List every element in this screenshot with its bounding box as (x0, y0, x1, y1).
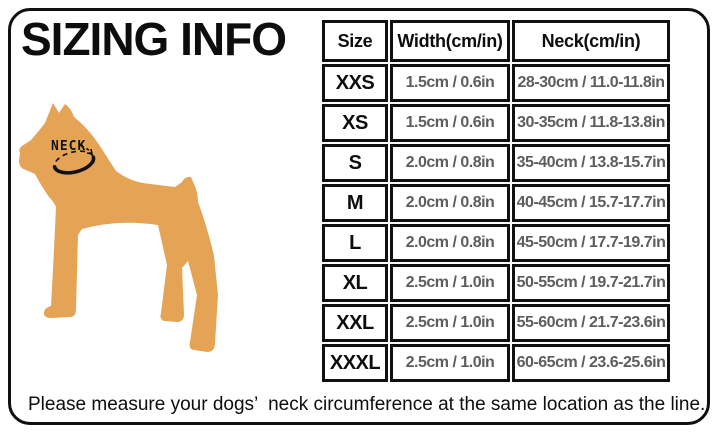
neck-cell: 28-30cm / 11.0-11.8in (512, 64, 670, 102)
width-cell: 2.0cm / 0.8in (390, 184, 510, 222)
table-row: XXL 2.5cm / 1.0in 55-60cm / 21.7-23.6in (322, 304, 670, 342)
size-cell: S (322, 144, 388, 182)
table-row: XXXL 2.5cm / 1.0in 60-65cm / 23.6-25.6in (322, 344, 670, 382)
page-title: SIZING INFO (21, 13, 287, 65)
table-row: M 2.0cm / 0.8in 40-45cm / 15.7-17.7in (322, 184, 670, 222)
neck-arrowhead-icon (86, 148, 94, 156)
sizing-table: Size Width(cm/in) Neck(cm/in) XXS 1.5cm … (320, 18, 672, 384)
dog-body-shape (19, 103, 218, 352)
width-cell: 2.5cm / 1.0in (390, 264, 510, 302)
size-cell: L (322, 224, 388, 262)
header-neck: Neck(cm/in) (512, 20, 670, 62)
neck-cell: 60-65cm / 23.6-25.6in (512, 344, 670, 382)
header-size: Size (322, 20, 388, 62)
width-cell: 2.5cm / 1.0in (390, 344, 510, 382)
neck-collar-line (52, 150, 96, 175)
width-cell: 2.0cm / 0.8in (390, 224, 510, 262)
table-header-row: Size Width(cm/in) Neck(cm/in) (322, 20, 670, 62)
width-cell: 2.0cm / 0.8in (390, 144, 510, 182)
neck-label: NECK (51, 139, 86, 154)
neck-cell: 35-40cm / 13.8-15.7in (512, 144, 670, 182)
neck-cell: 45-50cm / 17.7-19.7in (512, 224, 670, 262)
size-cell: XL (322, 264, 388, 302)
size-cell: M (322, 184, 388, 222)
dog-silhouette-svg: NECK (19, 103, 218, 352)
header-width: Width(cm/in) (390, 20, 510, 62)
outer-rounded-border (8, 8, 710, 425)
neck-cell: 55-60cm / 21.7-23.6in (512, 304, 670, 342)
width-cell: 1.5cm / 0.6in (390, 104, 510, 142)
neck-cell: 30-35cm / 11.8-13.8in (512, 104, 670, 142)
size-cell: XXXL (322, 344, 388, 382)
table-row: L 2.0cm / 0.8in 45-50cm / 17.7-19.7in (322, 224, 670, 262)
table-row: XL 2.5cm / 1.0in 50-55cm / 19.7-21.7in (322, 264, 670, 302)
neck-cell: 40-45cm / 15.7-17.7in (512, 184, 670, 222)
size-cell: XS (322, 104, 388, 142)
size-cell: XXS (322, 64, 388, 102)
footer-note: Please measure your dogs’ neck circumfer… (28, 394, 706, 415)
table-row: XXS 1.5cm / 0.6in 28-30cm / 11.0-11.8in (322, 64, 670, 102)
size-cell: XXL (322, 304, 388, 342)
width-cell: 1.5cm / 0.6in (390, 64, 510, 102)
table-row: S 2.0cm / 0.8in 35-40cm / 13.8-15.7in (322, 144, 670, 182)
width-cell: 2.5cm / 1.0in (390, 304, 510, 342)
dog-illustration: NECK (18, 100, 230, 360)
neck-cell: 50-55cm / 19.7-21.7in (512, 264, 670, 302)
table-row: XS 1.5cm / 0.6in 30-35cm / 11.8-13.8in (322, 104, 670, 142)
